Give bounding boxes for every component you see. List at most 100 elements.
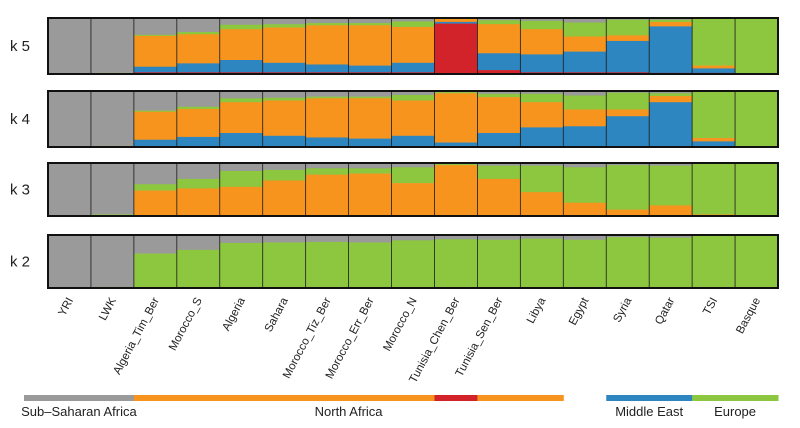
- bar-k5-Morocco_Err_Ber-gray: [348, 18, 392, 24]
- region-label: Europe: [714, 404, 756, 419]
- bar-k2-Morocco_Err_Ber-green: [348, 242, 392, 289]
- bar-k5-Egypt-orange: [563, 36, 607, 52]
- bar-k3-Morocco_N-orange: [391, 183, 435, 217]
- bar-k4-Morocco_Err_Ber-green: [348, 96, 392, 99]
- bar-k2-Algeria_Tim_Ber-green: [133, 253, 178, 289]
- bar-k4-Morocco_Tiz_Ber-green: [305, 96, 349, 99]
- bar-k5-Algeria_Tim_Ber-gray: [133, 18, 178, 36]
- bar-k5-Tunisia_Sen_Ber-gray: [477, 18, 521, 21]
- bar-k4-Libya-blue: [520, 127, 564, 148]
- bar-k2-LWK-gray: [90, 235, 135, 288]
- bar-k5-Tunisia_Chen_Ber-blue: [434, 21, 478, 24]
- bar-k5-Morocco_N-green: [391, 21, 435, 28]
- panel-k3: [47, 162, 779, 217]
- bar-k3-Tunisia_Chen_Ber-orange: [434, 165, 478, 217]
- bar-k5-Morocco_Err_Ber-green: [348, 23, 392, 26]
- bar-k4-Egypt-green: [563, 95, 607, 110]
- bar-k3-Libya-gray: [520, 163, 564, 166]
- bar-k3-Qatar-green: [649, 165, 693, 206]
- region-bar-orange: [133, 395, 564, 401]
- region-bar-highlight: [434, 395, 478, 401]
- bar-k2-Morocco_Err_Ber-gray: [348, 235, 392, 243]
- panel-frame: [47, 17, 779, 75]
- bar-k3-Sahara-orange: [262, 180, 307, 217]
- bar-k5-YRI-gray: [48, 18, 92, 75]
- bar-k3-Morocco_N-gray: [391, 163, 435, 168]
- bar-k2-Morocco_Tiz_Ber-green: [305, 241, 349, 289]
- population-label-Algeria: Algeria: [220, 295, 248, 333]
- bar-k5-Syria-orange: [606, 35, 650, 42]
- bar-k4-Morocco_Tiz_Ber-orange: [305, 98, 349, 138]
- bar-k2-Egypt-green: [563, 239, 607, 289]
- bar-k5-Libya-gray: [520, 18, 564, 22]
- bar-k5-Algeria_Tim_Ber-green: [133, 34, 178, 37]
- bar-k5-Morocco_Err_Ber-blue: [348, 65, 392, 73]
- bar-k4-Tunisia_Sen_Ber-blue: [477, 133, 521, 148]
- bar-k5-Morocco_S-green: [176, 32, 221, 35]
- bar-k4-Algeria_Tim_Ber-orange: [133, 111, 178, 141]
- bar-k4-Algeria_Tim_Ber-gray: [133, 91, 178, 111]
- k-label-k4: k 4: [10, 111, 30, 128]
- bar-k4-Sahara-gray: [262, 91, 307, 99]
- bar-k5-Algeria_Tim_Ber-blue: [133, 66, 178, 73]
- bar-k3-Algeria_Tim_Ber-gray: [133, 163, 178, 185]
- bar-k4-Morocco_S-green: [176, 106, 221, 110]
- bar-k3-Morocco_Tiz_Ber-orange: [305, 174, 349, 217]
- bar-k3-Morocco_S-orange: [176, 188, 221, 217]
- bar-k4-Morocco_Tiz_Ber-gray: [305, 91, 349, 97]
- population-label-Qatar: Qatar: [653, 296, 677, 327]
- bar-k2-Tunisia_Sen_Ber-green: [477, 239, 521, 289]
- population-label-Syria: Syria: [611, 295, 634, 324]
- bar-k4-Algeria-orange: [219, 102, 264, 134]
- bar-k4-TSI-green: [692, 91, 736, 139]
- bar-k4-Libya-green: [520, 93, 564, 103]
- k-label-k5: k 5: [10, 38, 30, 55]
- bar-k3-LWK-gray: [90, 163, 135, 215]
- bar-k2-Algeria-gray: [219, 235, 264, 244]
- bar-k4-TSI-orange: [692, 138, 736, 142]
- bar-k4-Qatar-orange: [649, 96, 693, 103]
- population-label-YRI: YRI: [57, 296, 77, 319]
- region-label: Middle East: [615, 404, 683, 419]
- bar-k2-TSI-green: [692, 235, 736, 289]
- bar-k2-Morocco_Tiz_Ber-gray: [305, 235, 349, 243]
- bar-k5-Tunisia_Sen_Ber-red: [477, 70, 521, 75]
- bar-k5-Morocco_N-blue: [391, 62, 435, 73]
- bar-k4-Morocco_S-gray: [176, 91, 221, 107]
- bar-k5-Tunisia_Chen_Ber-red: [434, 23, 478, 75]
- bar-k2-Sahara-gray: [262, 235, 307, 243]
- bar-k4-Morocco_Err_Ber-blue: [348, 138, 392, 148]
- bar-k5-Basque-green: [735, 18, 779, 75]
- bar-k5-Sahara-orange: [262, 27, 307, 64]
- bar-k2-Libya-gray: [520, 235, 564, 240]
- region-labels: Sub–Saharan Africa North Africa Middle Eas…: [21, 404, 756, 419]
- bar-k4-Algeria-green: [219, 98, 264, 103]
- bar-k4-Sahara-green: [262, 97, 307, 101]
- bar-k3-Qatar-gray: [649, 163, 693, 166]
- bar-k2-YRI-gray: [48, 235, 92, 289]
- admixture-panels: [47, 17, 779, 289]
- bar-k2-Qatar-green: [649, 237, 693, 289]
- bar-k4-Morocco_Err_Ber-orange: [348, 98, 392, 139]
- bar-k5-Algeria-orange: [219, 29, 264, 61]
- bar-k3-Algeria-gray: [219, 163, 264, 172]
- region-bar: [24, 395, 779, 401]
- bar-k3-Syria-gray: [606, 163, 650, 166]
- bar-k4-Tunisia_Chen_Ber-green: [434, 92, 478, 94]
- population-label-TSI: TSI: [701, 296, 720, 317]
- bar-k3-Algeria_Tim_Ber-orange: [133, 190, 178, 217]
- bar-k4-Libya-orange: [520, 102, 564, 128]
- bar-k3-Libya-green: [520, 165, 564, 193]
- bar-k2-Tunisia_Chen_Ber-gray: [434, 235, 478, 240]
- bar-k5-Qatar-blue: [649, 26, 693, 74]
- k-labels: k 5 k 4 k 3 k 2: [10, 38, 30, 271]
- bar-k5-Morocco_Tiz_Ber-gray: [305, 18, 349, 24]
- bar-k3-Egypt-green: [563, 167, 607, 204]
- bar-k3-Morocco_Tiz_Ber-gray: [305, 163, 349, 169]
- bar-k3-Egypt-orange: [563, 202, 607, 217]
- bar-k4-Qatar-blue: [649, 102, 693, 148]
- bar-k3-Morocco_S-gray: [176, 163, 221, 180]
- bar-k4-Syria-orange: [606, 109, 650, 117]
- bar-k3-Egypt-gray: [563, 163, 607, 168]
